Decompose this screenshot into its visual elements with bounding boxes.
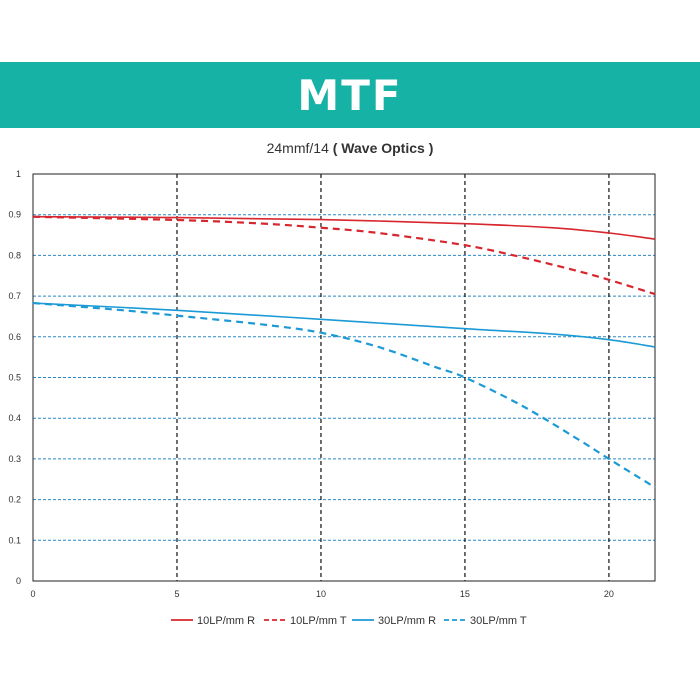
y-tick-label: 1: [16, 169, 21, 179]
y-tick-label: 0.9: [8, 210, 21, 220]
legend-label-2: 30LP/mm R: [378, 615, 436, 627]
chart-subtitle: 24mmf/14 ( Wave Optics ): [0, 140, 700, 156]
y-tick-label: 0.1: [8, 535, 21, 545]
y-tick-label: 0.6: [8, 332, 21, 342]
legend-layer: 10LP/mm R 10LP/mm T 30LP/mm R 30LP/mm T: [171, 615, 527, 627]
y-tick-label: 0: [16, 576, 21, 586]
axis-layer: 00.10.20.30.40.50.60.70.80.910 5 10 15 20: [8, 169, 656, 599]
x-tick-label: 0: [30, 589, 35, 599]
y-tick-label: 0.3: [8, 454, 21, 464]
plot-frame: [32, 173, 656, 582]
series-line-3: [32, 301, 656, 489]
series-line-0: [32, 215, 656, 240]
y-tick-label: 0.2: [8, 495, 21, 505]
subtitle-main: 24mmf/14: [266, 140, 329, 156]
y-tick-label: 0.4: [8, 413, 21, 423]
x-tick-label: 15: [460, 589, 470, 599]
x-tick-label: 5: [174, 589, 179, 599]
banner-title: MTF: [297, 70, 403, 120]
y-tick-label: 0.8: [8, 250, 21, 260]
series-line-2: [32, 302, 656, 348]
series-layer: [32, 215, 656, 489]
legend-label-1: 10LP/mm T: [290, 615, 347, 627]
subtitle-bold: ( Wave Optics ): [332, 140, 434, 156]
legend-label-0: 10LP/mm R: [197, 615, 255, 627]
title-banner: MTF: [0, 62, 700, 128]
legend-label-3: 30LP/mm T: [470, 615, 527, 627]
y-tick-label: 0.5: [8, 373, 21, 383]
y-tick-label: 0.7: [8, 291, 21, 301]
x-tick-label: 20: [604, 589, 614, 599]
x-tick-label: 10: [316, 589, 326, 599]
grid-layer: [33, 174, 655, 581]
series-line-1: [32, 215, 656, 296]
